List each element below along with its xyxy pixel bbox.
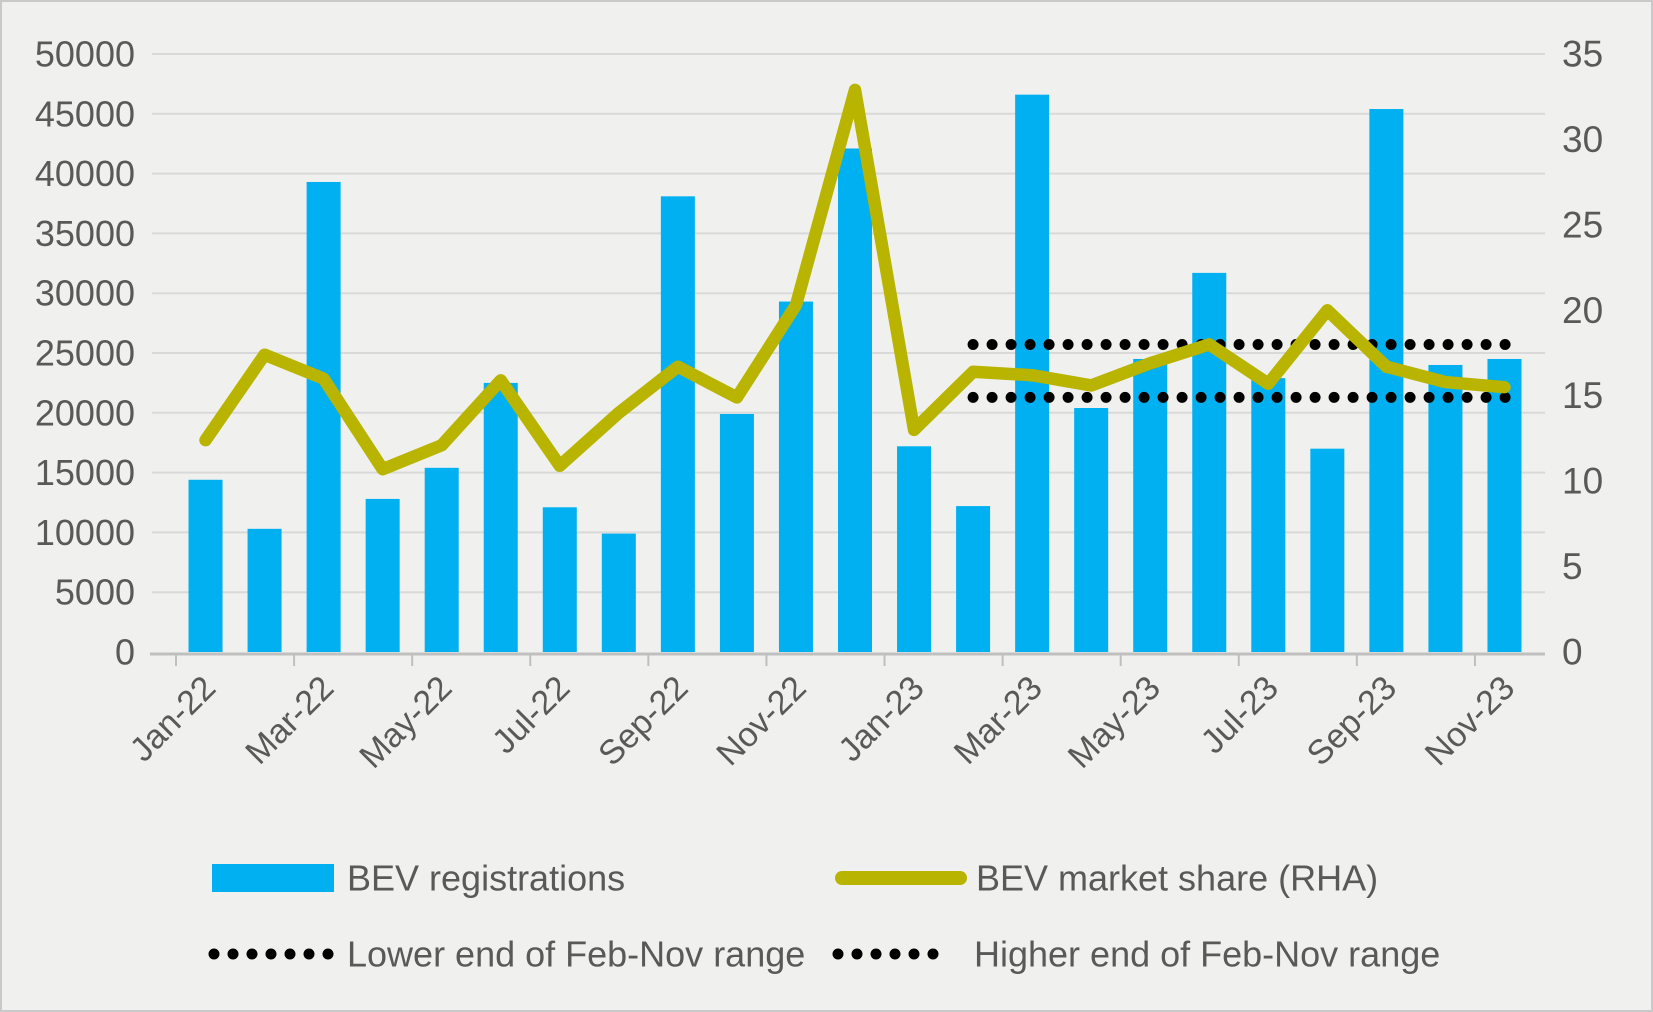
- bar-Nov-22: [778, 301, 813, 652]
- x-axis-label-Mar-22: Mar-22: [238, 669, 341, 772]
- legend-label-lower-end: Lower end of Feb-Nov range: [347, 934, 805, 975]
- line-series: [199, 83, 1511, 476]
- legend-label-bev-registrations: BEV registrations: [347, 858, 625, 899]
- left-axis-tick-label: 10000: [35, 512, 135, 553]
- bar-Oct-22: [719, 413, 754, 652]
- bar-Oct-23: [1428, 364, 1463, 652]
- x-axis-label-May-22: May-22: [352, 669, 459, 776]
- right-axis-tick-label: 20: [1562, 290, 1603, 331]
- bar-Feb-22: [247, 528, 282, 652]
- legend: BEV registrations BEV market share (RHA) L…: [208, 858, 1440, 975]
- bar-Sep-23: [1369, 109, 1404, 653]
- bar-Aug-22: [601, 533, 636, 652]
- x-axis-label-May-23: May-23: [1061, 669, 1168, 776]
- x-axis-label-Nov-22: Nov-22: [709, 669, 813, 773]
- right-axis-tick-label: 35: [1562, 34, 1603, 75]
- bar-Aug-23: [1310, 448, 1345, 652]
- right-axis-tick-label: 5: [1562, 546, 1583, 587]
- legend-bar-swatch: [212, 864, 334, 892]
- bar-May-22: [424, 467, 459, 652]
- left-axis-tick-label: 25000: [35, 333, 135, 374]
- x-axis-label-Sep-23: Sep-23: [1300, 669, 1404, 773]
- x-axis-label-Sep-22: Sep-22: [591, 669, 695, 773]
- left-axis-tick-label: 45000: [35, 93, 135, 134]
- bar-Apr-22: [365, 498, 400, 652]
- market-share-line: [199, 83, 1511, 476]
- right-axis-tick-label: 25: [1562, 204, 1603, 245]
- x-axis-label-Nov-23: Nov-23: [1418, 669, 1522, 773]
- bar-Apr-23: [1074, 408, 1109, 652]
- legend-label-bev-market-share: BEV market share (RHA): [976, 858, 1378, 899]
- left-axis-tick-label: 20000: [35, 392, 135, 433]
- bar-Jun-23: [1192, 272, 1227, 652]
- left-axis-tick-label: 5000: [55, 572, 135, 613]
- x-axis-label-Jan-22: Jan-22: [123, 669, 223, 769]
- left-axis-tick-label: 15000: [35, 452, 135, 493]
- bar-series: [188, 94, 1522, 653]
- right-axis-tick-label: 30: [1562, 119, 1603, 160]
- x-axis-labels: Jan-22 Mar-22 May-22 Jul-22 Sep-22 Nov-22 Jan-…: [123, 669, 1522, 776]
- bar-Nov-23: [1487, 358, 1522, 652]
- x-axis-label-Mar-23: Mar-23: [947, 669, 1050, 772]
- bar-Dec-22: [838, 148, 872, 652]
- bar-Sep-22: [660, 196, 695, 652]
- right-axis-tick-label: 10: [1562, 461, 1603, 502]
- bar-May-23: [1133, 358, 1168, 652]
- axes: [150, 652, 1545, 666]
- dotted-lines: [967, 338, 1518, 403]
- x-axis-label-Jul-23: Jul-23: [1194, 669, 1286, 761]
- left-axis-tick-label: 40000: [35, 153, 135, 194]
- left-axis-tick-label: 30000: [35, 273, 135, 314]
- right-axis-tick-label: 0: [1562, 632, 1583, 673]
- legend-label-higher-end: Higher end of Feb-Nov range: [974, 934, 1440, 975]
- right-axis-tick-label: 15: [1562, 375, 1603, 416]
- bar-Jul-23: [1251, 378, 1286, 652]
- bar-Mar-22: [306, 181, 341, 653]
- bar-Feb-23: [956, 506, 991, 652]
- bar-Jan-23: [897, 446, 932, 652]
- x-axis-label-Jan-23: Jan-23: [831, 669, 931, 769]
- left-axis-tick-label: 0: [115, 632, 135, 673]
- bar-Jun-22: [483, 382, 518, 652]
- bar-Jan-22: [188, 479, 223, 652]
- bar-Jul-22: [542, 507, 577, 652]
- left-axis-tick-label: 50000: [35, 34, 135, 75]
- right-axis-labels: 0 5 10 15 20 25 30 35: [1562, 34, 1603, 673]
- x-axis-label-Jul-22: Jul-22: [485, 669, 577, 761]
- left-axis-labels: 0 5000 10000 15000 20000 25000 30000 35000 40000…: [35, 34, 135, 673]
- left-axis-tick-label: 35000: [35, 213, 135, 254]
